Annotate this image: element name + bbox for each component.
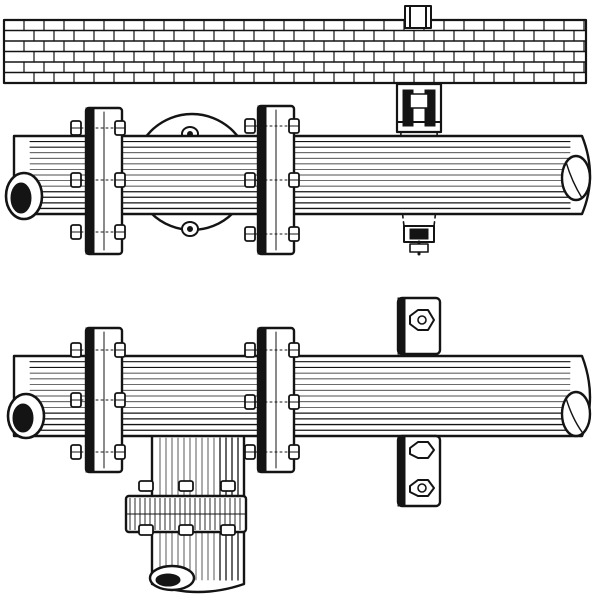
upper-flange-left <box>70 106 126 256</box>
pipe-clamp-lower <box>396 434 442 508</box>
lower-assembly <box>6 296 592 594</box>
wall-hanger-bracket <box>395 5 443 227</box>
upper-assembly <box>2 5 592 256</box>
lower-flange-left <box>70 326 126 474</box>
hanger-bolt <box>403 225 435 256</box>
upper-flange-right <box>244 104 300 256</box>
branch-flange <box>124 480 248 536</box>
brick-wall <box>2 18 588 85</box>
pipe-clamp-upper <box>396 296 442 356</box>
lower-flange-right <box>244 326 300 474</box>
